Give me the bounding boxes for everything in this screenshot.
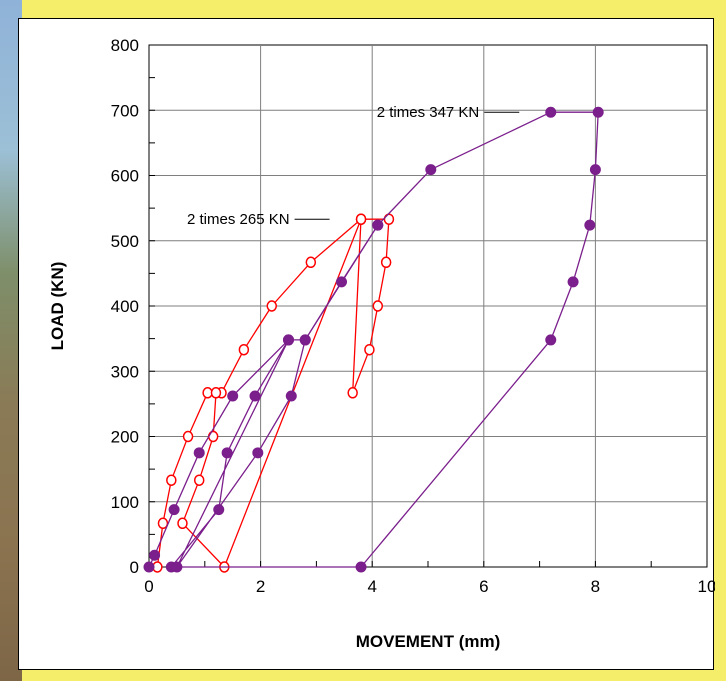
- y-tick-label: 700: [111, 101, 139, 120]
- series-2-point: [249, 390, 261, 402]
- series-2-point: [213, 504, 225, 516]
- x-tick-label: 10: [698, 577, 715, 596]
- series-1-point: [347, 387, 358, 399]
- x-tick-label: 2: [256, 577, 265, 596]
- series-layer: [143, 106, 604, 573]
- annotations: 2 times 347 KN 2 times 265 KN: [187, 104, 520, 228]
- series-2-point: [336, 276, 348, 288]
- y-tick-label: 0: [130, 558, 139, 577]
- series-1-point: [166, 474, 177, 486]
- y-axis-title: LOAD (KN): [48, 262, 67, 351]
- x-tick-label: 0: [144, 577, 153, 596]
- series-2-point: [285, 390, 297, 402]
- series-1-point: [266, 300, 278, 312]
- series-1-point: [383, 213, 395, 225]
- x-axis-title: MOVEMENT (mm): [356, 632, 501, 651]
- series-2-point: [171, 561, 183, 573]
- y-tick-label: 400: [111, 297, 139, 316]
- series-2-point: [193, 447, 205, 459]
- series-1-point: [372, 300, 384, 312]
- x-tick-label: 6: [479, 577, 488, 596]
- series-1-point: [193, 474, 205, 486]
- series-2-point: [227, 390, 239, 402]
- y-tick-label: 100: [111, 493, 139, 512]
- background-photo: [0, 0, 22, 681]
- y-tick-label: 800: [111, 36, 139, 55]
- y-tick-label: 500: [111, 232, 139, 251]
- series-1-point: [207, 430, 219, 443]
- series-2-point: [355, 561, 367, 573]
- x-tick-label: 4: [367, 577, 376, 596]
- series-2-point: [584, 219, 596, 231]
- series-2-point: [221, 447, 233, 459]
- series-2-point: [143, 561, 155, 573]
- series-2-point: [567, 276, 579, 288]
- series-1-point: [210, 387, 222, 399]
- series-2-point: [545, 334, 557, 346]
- series-2-point: [252, 447, 264, 459]
- series-1-point: [355, 213, 367, 225]
- series-2-point: [592, 106, 604, 118]
- series-1-point: [157, 517, 169, 530]
- y-tick-label: 600: [111, 167, 139, 186]
- series-2-point: [168, 504, 180, 516]
- series-1-point: [238, 343, 250, 356]
- chart-frame: 0 2 4 6 8 10 0 100 200 300 400 500 600 700 800 2 times…: [18, 18, 715, 670]
- series-2-point: [425, 164, 437, 176]
- y-tick-label: 300: [111, 362, 139, 381]
- series-2-point: [299, 334, 311, 346]
- series-1-point: [182, 430, 194, 443]
- annotation-label: 2 times 265 KN: [187, 211, 290, 228]
- series-2-point: [283, 334, 294, 346]
- series-1-point: [305, 256, 317, 269]
- series-2-point: [545, 106, 557, 118]
- series-1-point: [380, 256, 392, 269]
- series-2-point: [589, 164, 601, 176]
- x-tick-label: 8: [591, 577, 600, 596]
- grid-lines: [148, 44, 708, 568]
- series-1-point: [177, 517, 188, 530]
- series-1-point: [364, 343, 375, 356]
- y-tick-label: 200: [111, 428, 139, 447]
- series-2-point: [372, 219, 384, 231]
- series-2-point: [149, 549, 161, 561]
- annotation-label: 2 times 347 KN: [377, 104, 480, 121]
